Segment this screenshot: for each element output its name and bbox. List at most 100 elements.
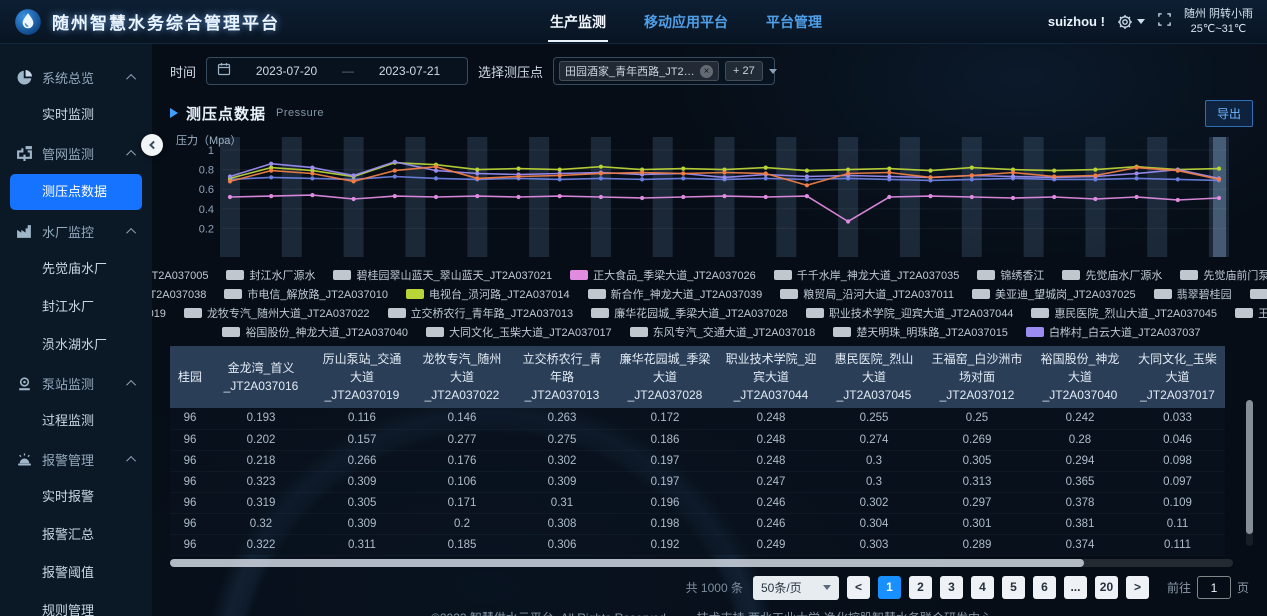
sidebar: 系统总览实时监测管网监测 测压点数据 水厂监控先觉庙水厂封江水厂涢水湖水厂泵站监测过… [0,44,152,616]
chevron-up-icon [126,379,137,390]
legend-item[interactable]: 正大食品_季梁大道_JT2A037026 [570,267,756,283]
table-cell: 0.275 [512,429,612,451]
section-arrow-icon [170,108,178,118]
page-button-2[interactable]: 2 [908,576,932,599]
page-button-6[interactable]: 6 [1032,576,1056,599]
pressure-chart[interactable]: 1 0.8 0.6 0.4 0.2 压力（Mpa） [170,132,1253,265]
legend-item[interactable]: 先觉庙水厂源水 [1062,267,1162,283]
export-button[interactable]: 导出 [1204,99,1253,127]
legend-item[interactable]: 白桦村_白云大道_JT2A037037 [1025,324,1201,340]
legend-item[interactable]: 大同文化_玉柴大道_JT2A037017 [426,324,612,340]
table-cell: 0.277 [412,429,512,451]
sidebar-item[interactable]: 规则管理 [42,603,95,616]
legend-item[interactable]: 碧桂园翠山蓝天_翠山蓝天_JT2A037021 [333,267,552,283]
sidebar-group-2[interactable]: 管网监测 [0,134,152,172]
point-filter-label: 选择测压点 [478,64,544,80]
table-cell: 0.266 [312,450,412,472]
table-horizontal-scrollbar[interactable] [170,558,1233,567]
legend-item[interactable]: 翡翠碧桂园 [1153,286,1232,302]
table-cell: 0.2 [412,513,512,535]
legend-item[interactable]: 先觉庙前门泵站_裕民一队_JT2A02B017 [1180,267,1267,283]
legend-item[interactable]: 市电信_解放路_JT2A037010 [224,286,388,302]
table-cell: 96 [170,492,210,514]
gear-icon[interactable] [1117,14,1145,30]
legend-item[interactable]: 锦绣香江 [977,267,1044,283]
table-cell: 0.193 [210,408,312,430]
vertical-scroll-thumb[interactable] [1246,400,1253,535]
table-row: 96 0.193 0.116 0.146 0.263 0.172 0.248 0.255 0.2… [170,408,1225,430]
legend-item[interactable]: 新合作_神龙大道_JT2A037039 [587,286,762,302]
legend-item[interactable]: 厉山泵站_交通大道_JT2A037019 [152,305,166,321]
sidebar-item[interactable]: 测压点数据 [10,174,142,210]
legend-item[interactable]: 职业技术学院_迎宾大道_JT2A037044 [805,305,1013,321]
legend-item[interactable]: 电视台_涢河路_JT2A037014 [405,286,570,302]
sidebar-item[interactable]: 涢水湖水厂 [42,337,108,352]
legend-item[interactable]: 立交桥农行_青年路_JT2A037013 [387,305,573,321]
table-cell: 0.247 [718,471,824,493]
horizontal-scroll-thumb[interactable] [170,558,1085,567]
sidebar-collapse-button[interactable] [141,134,163,156]
close-icon[interactable]: × [700,64,714,78]
legend-item[interactable]: 裕国股份_神龙大道_JT2A037040 [222,324,408,340]
page-ellipsis-button[interactable]: ... [1063,576,1087,599]
legend-item[interactable]: 龙牧专汽_随州大道_JT2A037022 [183,305,370,321]
legend-item[interactable]: 千千水岸_神龙大道_JT2A037035 [773,267,959,283]
legend-item[interactable]: 田园酒家_青年西路_JT2A037005 [152,267,208,283]
table-cell: 0.033 [1130,408,1225,430]
legend-swatch [1025,327,1044,337]
sidebar-item[interactable]: 实时监测 [42,107,95,122]
date-range-picker[interactable]: 2023-07-20 — 2023-07-21 [206,57,469,85]
legend-item[interactable]: 东风专汽_交通大道_JT2A037018 [629,324,815,340]
page-button-3[interactable]: 3 [939,576,963,599]
legend-swatch [587,289,606,299]
chevron-up-icon [126,73,137,84]
svg-text:1: 1 [208,145,214,157]
legend-item[interactable]: 王福窑_白沙洲市场对面_JT2A037012 [1235,305,1267,321]
legend-item[interactable]: 惠民医院_烈山大道_JT2A037045 [1031,305,1217,321]
sidebar-item[interactable]: 先觉庙水厂 [42,261,108,276]
legend-item[interactable]: 封江水厂源水 [226,267,315,283]
legend-item[interactable]: 粮贸局_沿河大道_JT2A037011 [780,286,954,302]
legend-item[interactable]: 东宅绵纺_幸福大道_JT2A037038 [152,286,206,302]
next-page-button[interactable]: > [1125,576,1149,599]
pressure-point-select[interactable]: 田园酒家_青年西路_JT2A037005 × + 27 [553,57,777,85]
page-button-1[interactable]: 1 [877,576,901,599]
sidebar-item[interactable]: 报警汇总 [42,527,95,542]
legend-item[interactable]: 金龙湾_首义_JT2A037016 [1249,286,1267,302]
sidebar-group-1[interactable]: 系统总览 [0,58,152,96]
chart-legend: 田园酒家_青年西路_JT2A037005 封江水厂源水 碧桂园翠山蓝天_翠山蓝天_J… [152,267,1267,340]
legend-item[interactable]: 楚天明珠_明珠路_JT2A037015 [833,324,1008,340]
table-cell: 0.097 [1130,471,1225,493]
page-button-20[interactable]: 20 [1094,576,1118,599]
table-cell: 0.306 [512,534,612,556]
sidebar-group-4[interactable]: 泵站监测 [0,364,152,402]
page-button-4[interactable]: 4 [970,576,994,599]
legend-label: 厉山泵站_交通大道_JT2A037019 [152,308,166,320]
sidebar-item[interactable]: 报警阈值 [42,565,95,580]
nav-tab-2[interactable]: 移动应用平台 [644,14,728,30]
fullscreen-icon[interactable] [1157,12,1172,32]
legend-item[interactable]: 美亚迪_望城岗_JT2A037025 [972,286,1136,302]
page-button-5[interactable]: 5 [1001,576,1025,599]
page-size-select[interactable]: 50条/页 [752,575,839,600]
sidebar-item[interactable]: 实时报警 [42,489,95,504]
goto-label: 前往 [1166,581,1191,595]
table-cell: 96 [170,450,210,472]
nav-tab-1[interactable]: 生产监测 [548,0,608,44]
start-date-value[interactable]: 2023-07-20 [255,64,318,78]
sidebar-group-3[interactable]: 水厂监控 [0,212,152,250]
prev-page-button[interactable]: < [846,576,870,599]
legend-label: 先觉庙水厂源水 [1085,270,1163,282]
svg-text:压力（Mpa）: 压力（Mpa） [176,134,241,147]
legend-swatch [977,270,996,280]
goto-page-input[interactable] [1196,576,1231,599]
sidebar-item[interactable]: 封江水厂 [42,299,95,314]
legend-item[interactable]: 廉华花园城_季梁大道_JT2A037028 [591,305,788,321]
legend-swatch [426,327,445,337]
sidebar-item[interactable]: 过程监测 [42,413,95,428]
table-vertical-scrollbar[interactable] [1246,400,1253,546]
username[interactable]: suizhou ! [1047,14,1105,29]
nav-tab-3[interactable]: 平台管理 [766,14,822,30]
sidebar-group-5[interactable]: 报警管理 [0,440,152,478]
end-date-value[interactable]: 2023-07-21 [378,64,441,78]
